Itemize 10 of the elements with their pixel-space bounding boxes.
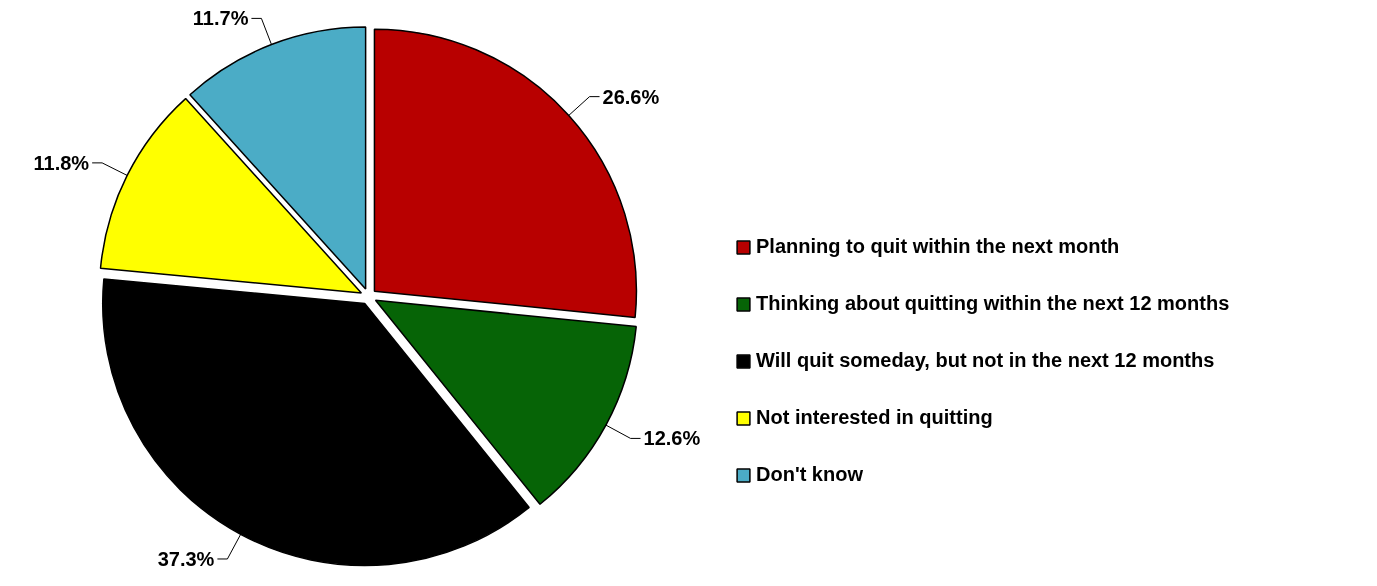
legend-label: Not interested in quitting [756,406,993,429]
legend-label: Will quit someday, but not in the next 12 months [756,349,1215,372]
legend-label: Thinking about quitting within the next 12 months [756,292,1230,315]
data-label: 26.6% [602,85,660,108]
data-label: 11.7% [192,7,249,30]
data-label: 37.3% [157,547,215,570]
legend-label: Don't know [756,463,863,486]
legend-label: Planning to quit within the next month [756,235,1120,258]
data-label: 11.8% [33,151,90,174]
data-label: 12.6% [643,427,701,450]
